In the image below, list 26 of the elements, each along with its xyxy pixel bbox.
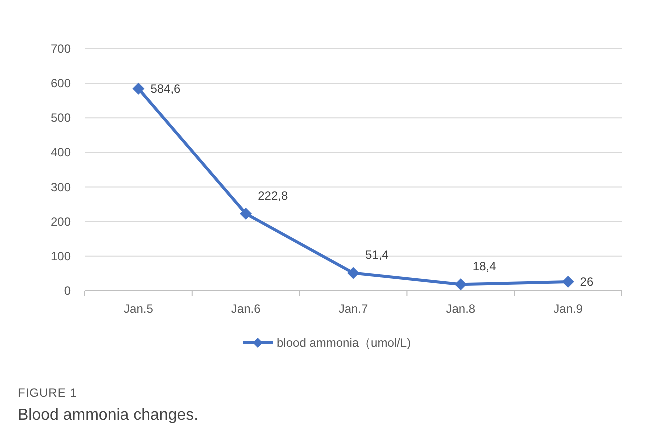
y-tick-label: 300 [50,180,72,194]
point [454,278,467,291]
data-label: 222,8 [258,188,288,203]
legend-label: blood ammonia（umol/L) [277,336,412,350]
x-tick-label: Jan.5 [124,302,154,316]
x-tick-label: Jan.7 [338,302,368,316]
y-tick-label: 0 [64,284,72,298]
x-tick-label: Jan.9 [554,302,584,316]
y-tick-label: 600 [50,76,72,91]
caption: FIGURE 1 [18,386,78,400]
point [348,267,360,280]
data-label: 584,6 [150,82,182,96]
x-tick-label: Jan.6 [231,302,262,316]
point [132,82,145,95]
y-tick-label: 500 [50,111,72,126]
y-tick-label: 700 [50,42,72,56]
data-label: 51,4 [366,248,390,262]
data-label: 18,4 [472,260,497,274]
point [240,208,252,220]
point [562,276,574,288]
text: Blood ammonia changes. [18,407,199,424]
x-tick-label: Jan.8 [446,302,476,316]
data-label: 26 [580,275,594,290]
y-tick-label: 100 [50,249,72,264]
y-tick-label: 400 [50,146,72,160]
y-tick-label: 200 [50,214,72,229]
